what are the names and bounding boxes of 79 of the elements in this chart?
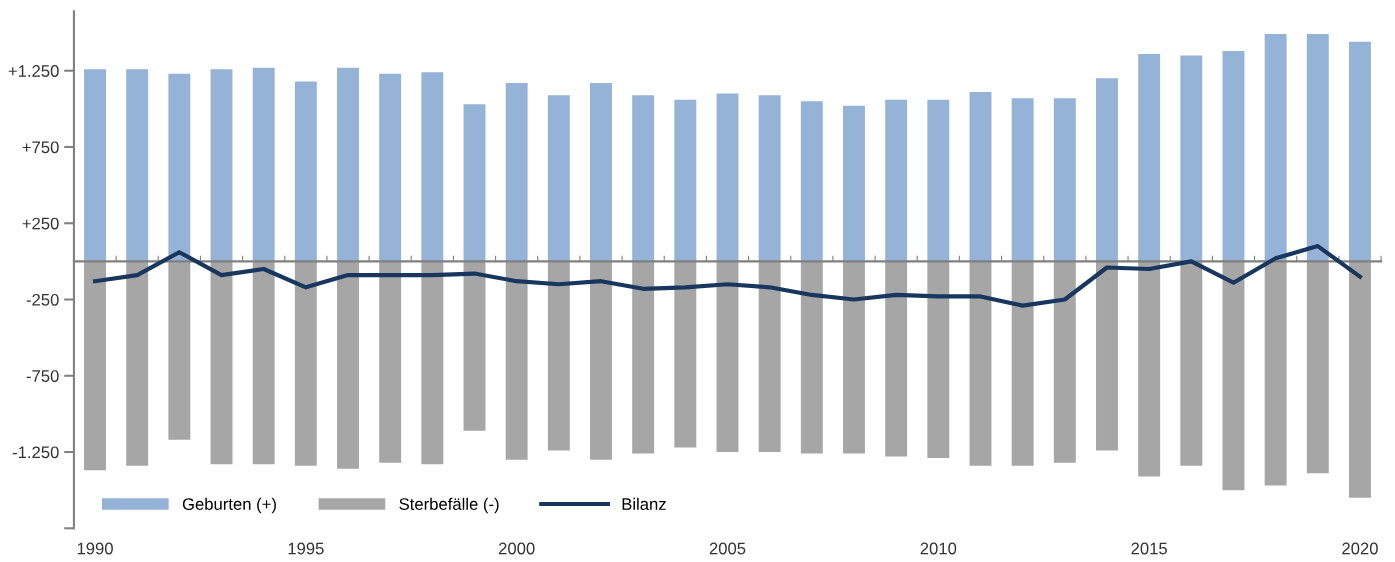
bar <box>505 261 528 460</box>
bar <box>1349 41 1371 262</box>
bar <box>421 72 444 262</box>
x-tick-label: 1990 <box>77 542 113 555</box>
bar <box>969 261 992 466</box>
bar <box>210 69 233 262</box>
bar <box>168 261 191 440</box>
bar <box>505 82 528 262</box>
bar <box>1011 261 1034 466</box>
bar <box>758 261 781 453</box>
bar <box>210 261 233 465</box>
bar <box>379 73 402 262</box>
y-tick-label: +1.250 <box>8 65 59 77</box>
bar <box>84 69 106 262</box>
y-tick-label: -1.250 <box>12 446 59 459</box>
bar <box>463 261 486 431</box>
x-tick-label: 2020 <box>1342 542 1378 555</box>
bar <box>927 99 950 262</box>
bar <box>632 95 655 262</box>
bar <box>969 92 992 262</box>
bar <box>379 261 402 463</box>
bar <box>590 82 612 262</box>
bar <box>716 261 739 453</box>
bar <box>885 99 908 262</box>
y-tick-label: -750 <box>26 370 59 382</box>
bar <box>800 101 823 262</box>
bar <box>337 67 359 262</box>
bar <box>758 95 781 262</box>
bar <box>885 261 908 457</box>
bar <box>126 69 149 262</box>
bar <box>168 73 191 262</box>
line-series <box>92 244 1363 308</box>
bar <box>547 95 570 262</box>
bar <box>632 261 655 454</box>
bar <box>927 261 950 459</box>
bar <box>800 261 823 454</box>
bar <box>590 261 612 460</box>
bar <box>1011 98 1034 262</box>
bar <box>1096 261 1118 451</box>
bar <box>1264 34 1287 262</box>
bar <box>294 81 317 262</box>
legend-label: Bilanz <box>622 497 666 510</box>
bar <box>843 261 865 454</box>
y-tick-label: +750 <box>22 141 59 154</box>
bar <box>1349 261 1371 498</box>
bar <box>294 261 317 466</box>
bar <box>1306 261 1329 474</box>
y-tick-label: +250 <box>22 217 59 230</box>
bar <box>1053 98 1076 262</box>
bar <box>1306 34 1329 262</box>
bar <box>674 261 697 448</box>
bar <box>843 105 865 262</box>
bar <box>1138 261 1161 477</box>
bar <box>126 261 149 466</box>
bar <box>716 93 739 262</box>
x-tick-label: 1995 <box>288 542 324 555</box>
bar <box>337 261 359 469</box>
x-tick-label: 2010 <box>920 542 957 555</box>
bar <box>547 261 570 451</box>
legend-label: Geburten (+) <box>182 497 276 514</box>
bar <box>1222 261 1245 491</box>
bar <box>674 99 697 262</box>
bar <box>252 261 275 465</box>
bar <box>1180 261 1203 466</box>
bar <box>84 261 106 471</box>
bar <box>421 261 444 465</box>
bar <box>463 104 486 262</box>
y-tick-label: -250 <box>26 293 59 306</box>
bar <box>1180 55 1203 262</box>
x-tick-label: 2015 <box>1131 542 1167 555</box>
bar <box>1222 50 1245 262</box>
bar <box>1264 261 1287 486</box>
bar <box>1138 53 1161 262</box>
bar <box>252 67 275 262</box>
x-tick-label: 2000 <box>498 542 535 555</box>
x-tick-label: 2005 <box>709 542 746 555</box>
legend-label: Sterbefälle (-) <box>399 497 499 514</box>
bar <box>1096 78 1118 262</box>
bar <box>1053 261 1076 463</box>
